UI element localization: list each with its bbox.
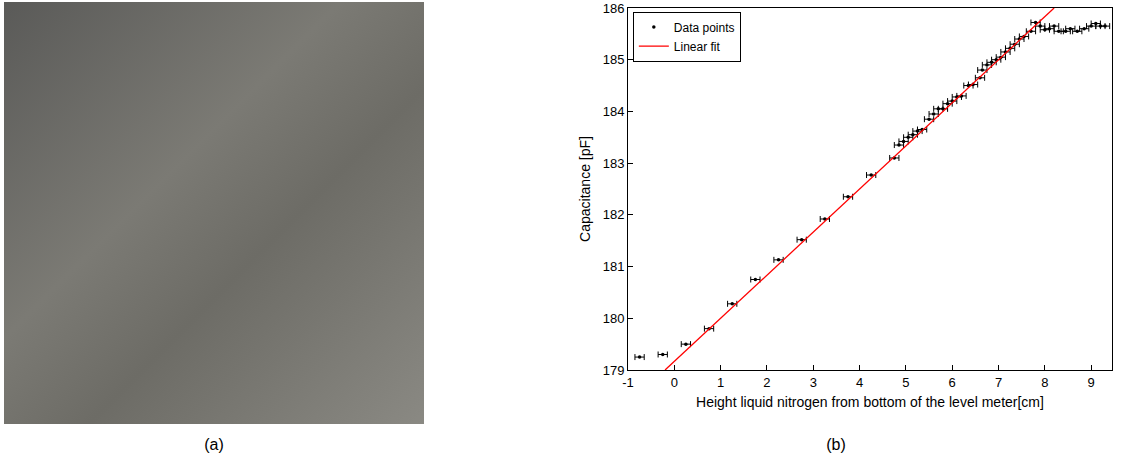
svg-text:3: 3 (810, 375, 817, 390)
svg-text:5: 5 (902, 375, 909, 390)
svg-text:4: 4 (856, 375, 863, 390)
svg-text:-1: -1 (622, 375, 634, 390)
svg-text:7: 7 (995, 375, 1002, 390)
svg-text:179: 179 (603, 363, 625, 378)
svg-text:Height liquid nitrogen from bo: Height liquid nitrogen from bottom of th… (696, 394, 1044, 410)
svg-text:186: 186 (603, 1, 625, 16)
svg-text:Capacitance [pF]: Capacitance [pF] (577, 136, 593, 242)
svg-text:181: 181 (603, 259, 625, 274)
svg-text:0: 0 (671, 375, 678, 390)
svg-text:9: 9 (1088, 375, 1095, 390)
svg-text:Data points: Data points (674, 21, 735, 35)
html-text:(a): (a) (204, 436, 224, 453)
svg-text:182: 182 (603, 207, 625, 222)
svg-text:183: 183 (603, 156, 625, 171)
svg-text:180: 180 (603, 311, 625, 326)
svg-text:184: 184 (603, 104, 625, 119)
svg-text:2: 2 (763, 375, 770, 390)
svg-text:185: 185 (603, 52, 625, 67)
svg-text:Linear fit: Linear fit (674, 40, 721, 54)
svg-text:1: 1 (717, 375, 724, 390)
svg-text:8: 8 (1041, 375, 1048, 390)
html-text:(b): (b) (826, 436, 846, 453)
svg-text:6: 6 (949, 375, 956, 390)
